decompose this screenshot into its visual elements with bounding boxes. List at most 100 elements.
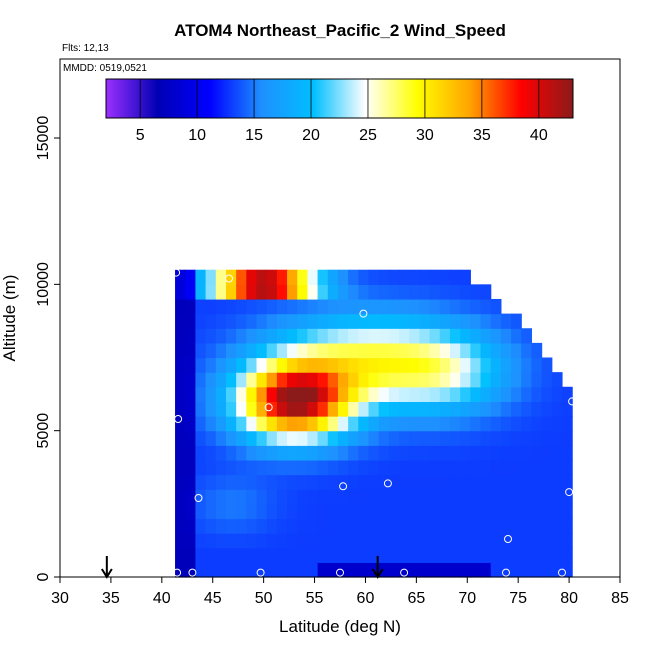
heatmap-cell — [256, 357, 268, 373]
heatmap-cell — [449, 533, 461, 549]
heatmap-cell — [276, 401, 288, 417]
heatmap-cell — [480, 284, 492, 300]
heatmap-cell — [205, 489, 217, 505]
heatmap-cell — [205, 328, 217, 344]
heatmap-cell — [297, 503, 309, 520]
heatmap-cell — [439, 518, 451, 534]
heatmap-cell — [378, 401, 390, 417]
heatmap-cell — [541, 547, 553, 563]
heatmap-cell — [256, 459, 268, 476]
heatmap-cell — [541, 489, 553, 505]
heatmap-cell — [225, 474, 237, 490]
heatmap-cell — [266, 313, 278, 329]
heatmap-cell — [348, 416, 359, 432]
heatmap-cell — [307, 416, 319, 432]
heatmap-cell — [175, 298, 186, 315]
colorbar: 5 10 15 20 25 30 35 40 — [105, 78, 574, 144]
heatmap-cell — [195, 328, 207, 344]
heatmap-cell — [561, 562, 573, 578]
heatmap-cell — [276, 474, 288, 490]
heatmap-cell — [419, 313, 431, 329]
heatmap-cell — [500, 430, 512, 446]
sample-point — [194, 494, 203, 502]
heatmap-cell — [449, 474, 461, 490]
heatmap-cell — [225, 562, 237, 578]
heatmap-cell — [531, 430, 543, 446]
sample-point — [336, 568, 344, 577]
heatmap-cell — [470, 562, 482, 578]
heatmap-cell — [175, 372, 186, 388]
heatmap-cell — [429, 562, 441, 578]
heatmap-cell — [215, 342, 227, 359]
heatmap-cell — [358, 313, 370, 329]
heatmap-cell — [297, 357, 309, 373]
heatmap-cell — [327, 489, 339, 505]
heatmap-cell — [185, 533, 197, 549]
heatmap-cell — [297, 313, 309, 329]
sample-point — [172, 268, 181, 277]
x-axis: 30 35 40 45 50 55 60 65 70 75 80 85 — [51, 577, 629, 607]
heatmap-cell — [460, 430, 471, 446]
heatmap-cell — [541, 386, 553, 402]
heatmap-cell — [541, 533, 553, 549]
heatmap-cell — [460, 269, 471, 285]
heatmap-cell — [195, 386, 207, 402]
heatmap-cell — [297, 533, 309, 549]
heatmap-cell — [185, 357, 197, 373]
heatmap-cell — [266, 328, 278, 344]
x-axis-label: Latitude (deg N) — [279, 617, 401, 636]
heatmap-cell — [460, 386, 471, 402]
heatmap-cell — [317, 445, 329, 461]
heatmap-cell — [225, 357, 237, 373]
heatmap-cell — [409, 342, 421, 359]
heatmap-cell — [175, 269, 186, 285]
heatmap-cell — [348, 562, 359, 578]
heatmap-cell — [368, 342, 380, 359]
heatmap-cell — [327, 313, 339, 329]
heatmap-cell — [388, 562, 400, 578]
heatmap-cell — [388, 445, 400, 461]
heatmap-cell — [388, 328, 400, 344]
heatmap-cell — [287, 401, 298, 417]
heatmap-cell — [399, 547, 410, 563]
heatmap-cell — [246, 357, 258, 373]
heatmap-cell — [490, 342, 502, 359]
heatmap-cell — [348, 489, 359, 505]
heatmap-cell — [521, 474, 533, 490]
heatmap-cell — [399, 357, 410, 373]
heatmap-cell — [348, 313, 359, 329]
heatmap-cell — [561, 459, 573, 476]
heatmap-cell — [307, 562, 319, 578]
heatmap-cell — [429, 342, 441, 359]
heatmap-cell — [378, 489, 390, 505]
sample-point — [339, 482, 348, 491]
heatmap-cell — [215, 518, 227, 534]
heatmap-cell — [419, 459, 431, 476]
heatmap-cell — [348, 503, 359, 520]
heatmap-cell — [368, 518, 380, 534]
heatmap-cell — [358, 518, 370, 534]
heatmap-cell — [337, 503, 349, 520]
heatmap-cell — [561, 518, 573, 534]
heatmap-cell — [205, 503, 217, 520]
heatmap-cell — [449, 445, 461, 461]
heatmap-cell — [195, 562, 207, 578]
chart-title: ATOM4 Northeast_Pacific_2 Wind_Speed — [174, 21, 506, 40]
heatmap-cell — [266, 416, 278, 432]
heatmap-cell — [225, 533, 237, 549]
sample-point — [400, 568, 409, 577]
heatmap-cell — [215, 533, 227, 549]
heatmap-cell — [521, 503, 533, 520]
heatmap-cell — [429, 518, 441, 534]
heatmap-cell — [225, 518, 237, 534]
colorbar-tick-label: 25 — [359, 127, 377, 144]
heatmap-cell — [541, 518, 553, 534]
sample-point — [532, 312, 541, 321]
heatmap-cell — [276, 459, 288, 476]
heatmap-cell — [327, 372, 339, 388]
heatmap-cell — [460, 503, 471, 520]
heatmap-cell — [236, 489, 247, 505]
heatmap-cell — [439, 298, 451, 315]
colorbar-tick-label: 5 — [136, 127, 145, 144]
heatmap-cell — [175, 313, 186, 329]
